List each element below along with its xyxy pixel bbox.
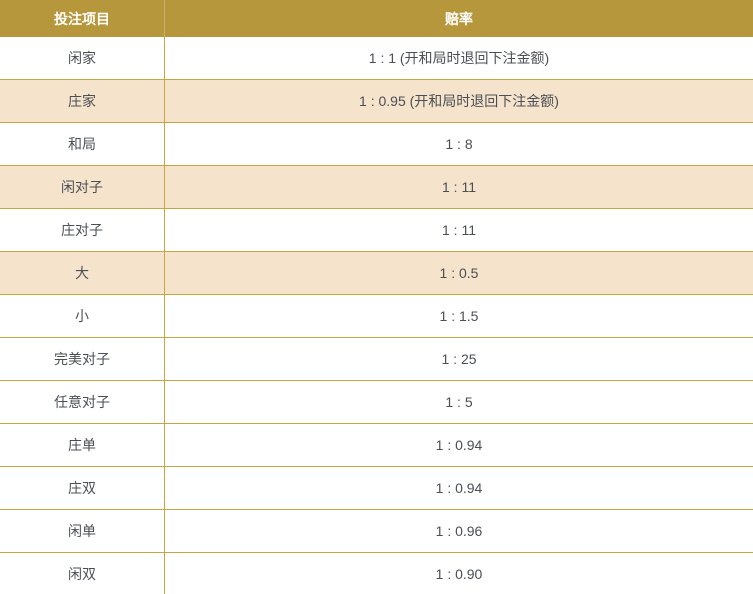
bet-item-cell: 庄对子 [0,209,165,251]
odds-cell: 1 : 0.5 [439,265,479,281]
table-row: 庄家 1 : 0.95 (开和局时退回下注金额) [0,79,753,122]
table-row: 闲双 1 : 0.90 [0,552,753,594]
odds-cell: 1 : 0.95 (开和局时退回下注金额) [359,93,559,109]
table-body: 闲家 1 : 1 (开和局时退回下注金额) 庄家 1 : 0.95 (开和局时退回下注… [0,37,753,594]
table-row: 完美对子 1 : 25 [0,337,753,380]
odds-cell: 1 : 0.94 [435,437,483,453]
table-row: 庄单 1 : 0.94 [0,423,753,466]
bet-item-cell: 闲单 [0,510,165,552]
bet-item-cell: 庄家 [0,80,165,122]
column-header-odds: 赔率 [445,10,473,27]
bet-item-cell: 任意对子 [0,381,165,423]
odds-cell: 1 : 11 [442,222,476,238]
table-header-row: 投注项目 赔率 [0,0,753,37]
odds-cell: 1 : 0.94 [435,480,483,496]
odds-cell: 1 : 5 [445,394,473,410]
table-row: 和局 1 : 8 [0,122,753,165]
table-row: 大 1 : 0.5 [0,251,753,294]
odds-cell: 1 : 0.90 [435,566,483,582]
table-row: 庄双 1 : 0.94 [0,466,753,509]
bet-item-cell: 完美对子 [0,338,165,380]
column-header-bet-item: 投注项目 [0,0,165,37]
table-row: 闲对子 1 : 11 [0,165,753,208]
table-row: 庄对子 1 : 11 [0,208,753,251]
odds-cell: 1 : 11 [442,179,476,195]
table-row: 闲家 1 : 1 (开和局时退回下注金额) [0,37,753,79]
odds-cell: 1 : 1 (开和局时退回下注金额) [368,50,550,66]
bet-item-cell: 大 [0,252,165,294]
odds-cell: 1 : 8 [445,136,473,152]
bet-item-cell: 庄双 [0,467,165,509]
bet-item-cell: 闲家 [0,37,165,79]
table-row: 小 1 : 1.5 [0,294,753,337]
bet-item-cell: 庄单 [0,424,165,466]
bet-item-cell: 小 [0,295,165,337]
bet-item-cell: 闲对子 [0,166,165,208]
bet-item-cell: 闲双 [0,553,165,594]
bet-item-cell: 和局 [0,123,165,165]
table-row: 闲单 1 : 0.96 [0,509,753,552]
table-row: 任意对子 1 : 5 [0,380,753,423]
odds-cell: 1 : 25 [441,351,477,367]
odds-cell: 1 : 0.96 [435,523,483,539]
odds-cell: 1 : 1.5 [439,308,479,324]
